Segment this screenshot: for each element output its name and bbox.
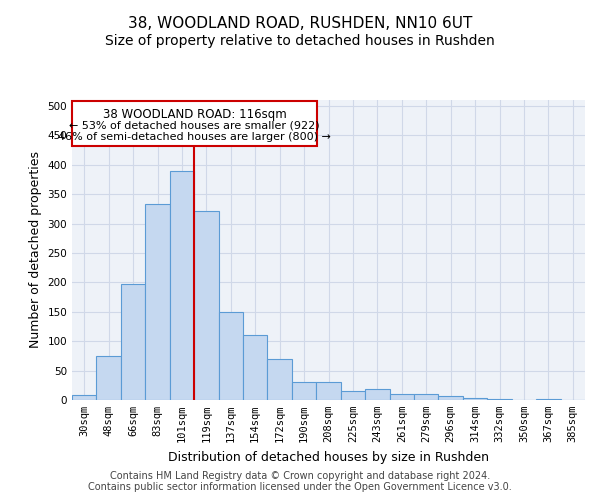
Bar bbox=[145, 204, 170, 400]
FancyBboxPatch shape bbox=[73, 101, 317, 146]
Bar bbox=[243, 336, 268, 400]
Bar bbox=[72, 396, 97, 400]
Bar bbox=[341, 391, 365, 400]
Bar bbox=[463, 398, 487, 400]
Bar bbox=[439, 396, 463, 400]
Text: 46% of semi-detached houses are larger (800) →: 46% of semi-detached houses are larger (… bbox=[58, 132, 331, 142]
Y-axis label: Number of detached properties: Number of detached properties bbox=[29, 152, 42, 348]
Bar bbox=[292, 382, 316, 400]
Bar bbox=[194, 210, 218, 400]
Bar bbox=[365, 390, 389, 400]
Text: 38 WOODLAND ROAD: 116sqm: 38 WOODLAND ROAD: 116sqm bbox=[103, 108, 287, 121]
Text: 38, WOODLAND ROAD, RUSHDEN, NN10 6UT: 38, WOODLAND ROAD, RUSHDEN, NN10 6UT bbox=[128, 16, 472, 31]
Bar bbox=[218, 312, 243, 400]
Bar bbox=[268, 359, 292, 400]
Bar bbox=[97, 356, 121, 400]
Bar bbox=[316, 382, 341, 400]
Bar bbox=[389, 394, 414, 400]
Bar bbox=[170, 170, 194, 400]
Text: Contains HM Land Registry data © Crown copyright and database right 2024.
Contai: Contains HM Land Registry data © Crown c… bbox=[88, 471, 512, 492]
Text: Size of property relative to detached houses in Rushden: Size of property relative to detached ho… bbox=[105, 34, 495, 48]
Bar bbox=[414, 394, 439, 400]
X-axis label: Distribution of detached houses by size in Rushden: Distribution of detached houses by size … bbox=[168, 450, 489, 464]
Text: ← 53% of detached houses are smaller (922): ← 53% of detached houses are smaller (92… bbox=[70, 120, 320, 130]
Bar bbox=[121, 284, 145, 400]
